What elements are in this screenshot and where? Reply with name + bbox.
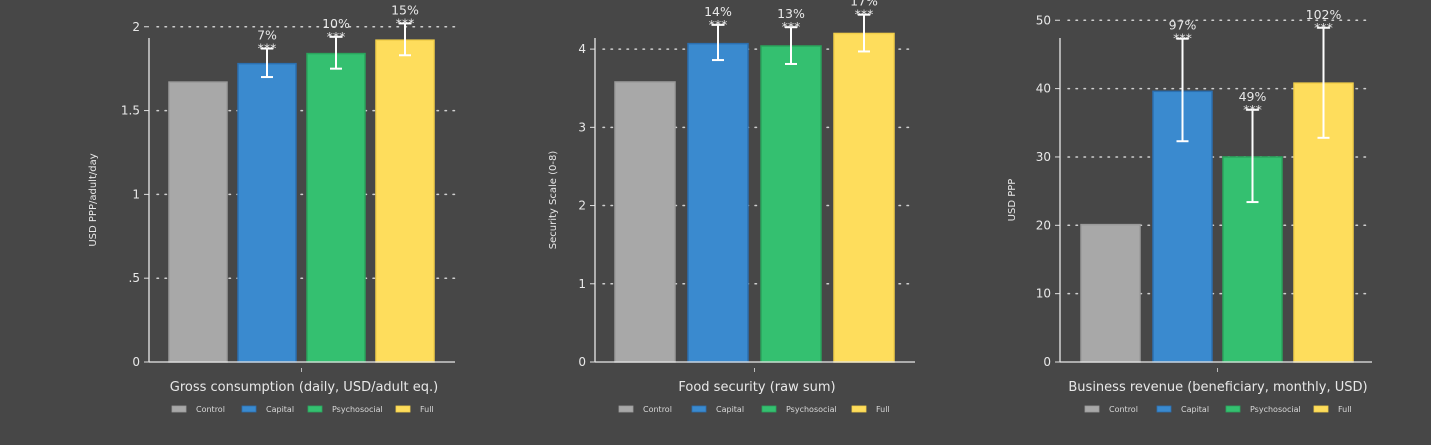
- effect-label: 15%: [391, 2, 419, 17]
- y-tick-label: 0: [1043, 355, 1051, 369]
- legend-label-control: Control: [196, 405, 225, 414]
- legend-label-capital: Capital: [716, 405, 744, 414]
- legend-label-full: Full: [876, 405, 890, 414]
- x-axis-title: Business revenue (beneficiary, monthly, …: [1068, 380, 1367, 395]
- y-tick-label: 2: [578, 199, 586, 213]
- bar-psychosocial: [760, 45, 822, 363]
- y-tick-label: 30: [1036, 150, 1051, 164]
- legend-label-full: Full: [1338, 405, 1352, 414]
- y-tick-label: 3: [578, 120, 586, 134]
- legend-swatch-psychosocial: [761, 405, 777, 413]
- y-tick-label: 2: [132, 20, 140, 34]
- y-axis-title: USD PPP: [1007, 179, 1018, 222]
- legend-label-capital: Capital: [1181, 405, 1209, 414]
- significance-label: ***: [258, 41, 277, 56]
- legend-label-control: Control: [643, 405, 672, 414]
- significance-label: ***: [396, 15, 415, 30]
- effect-label: 102%: [1306, 7, 1342, 22]
- legend-swatch-full: [1313, 405, 1329, 413]
- y-tick-label: 50: [1036, 13, 1051, 27]
- legend-swatch-control: [618, 405, 634, 413]
- significance-label: ***: [327, 29, 346, 44]
- effect-label: 17%: [850, 0, 878, 9]
- chart-consumption: 0.511.52***7% ***10% ***15%USD PPP/adult/d…: [88, 2, 456, 414]
- legend-label-psychosocial: Psychosocial: [786, 405, 837, 414]
- bar-control: [168, 81, 228, 363]
- significance-label: ***: [855, 7, 874, 22]
- legend-swatch-control: [1084, 405, 1100, 413]
- y-tick-label: 1: [132, 187, 140, 201]
- legend-label-full: Full: [420, 405, 434, 414]
- effect-label: 7%: [257, 28, 277, 43]
- legend-swatch-psychosocial: [307, 405, 323, 413]
- effect-label: 13%: [777, 6, 805, 21]
- legend-swatch-capital: [241, 405, 257, 413]
- y-tick-label: 10: [1036, 287, 1051, 301]
- x-axis-title: Gross consumption (daily, USD/adult eq.): [170, 380, 438, 395]
- legend-swatch-psychosocial: [1225, 405, 1241, 413]
- legend-swatch-full: [851, 405, 867, 413]
- legend-swatch-capital: [691, 405, 707, 413]
- significance-label: ***: [1314, 20, 1333, 35]
- bar-full: [833, 32, 895, 363]
- legend-swatch-capital: [1156, 405, 1172, 413]
- y-tick-label: 1: [578, 277, 586, 291]
- effect-label: 14%: [704, 4, 732, 19]
- effect-label: 97%: [1169, 18, 1197, 33]
- y-tick-label: 4: [578, 42, 586, 56]
- y-axis-title: Security Scale (0-8): [548, 151, 559, 250]
- bar-capital: [237, 62, 297, 363]
- legend-swatch-control: [171, 405, 187, 413]
- y-axis-title: USD PPP/adult/day: [88, 153, 99, 246]
- significance-label: ***: [1173, 31, 1192, 46]
- x-axis-title: Food security (raw sum): [678, 380, 835, 395]
- legend-swatch-full: [395, 405, 411, 413]
- significance-label: ***: [1243, 102, 1262, 117]
- legend-label-psychosocial: Psychosocial: [332, 405, 383, 414]
- bar-psychosocial: [306, 52, 366, 363]
- bar-capital: [687, 42, 749, 363]
- y-tick-label: .5: [129, 271, 140, 285]
- y-tick-label: 20: [1036, 218, 1051, 232]
- legend-label-capital: Capital: [266, 405, 294, 414]
- y-tick-label: 0: [578, 355, 586, 369]
- legend-label-control: Control: [1109, 405, 1138, 414]
- effect-label: 10%: [322, 16, 350, 31]
- y-tick-label: 1.5: [121, 104, 140, 118]
- bar-control: [1080, 223, 1141, 363]
- legend-label-psychosocial: Psychosocial: [1250, 405, 1301, 414]
- effect-label: 49%: [1239, 89, 1267, 104]
- y-tick-label: 0: [132, 355, 140, 369]
- significance-label: ***: [709, 17, 728, 32]
- bar-full: [375, 39, 435, 363]
- significance-label: ***: [782, 19, 801, 34]
- bar-control: [614, 81, 676, 363]
- y-tick-label: 40: [1036, 82, 1051, 96]
